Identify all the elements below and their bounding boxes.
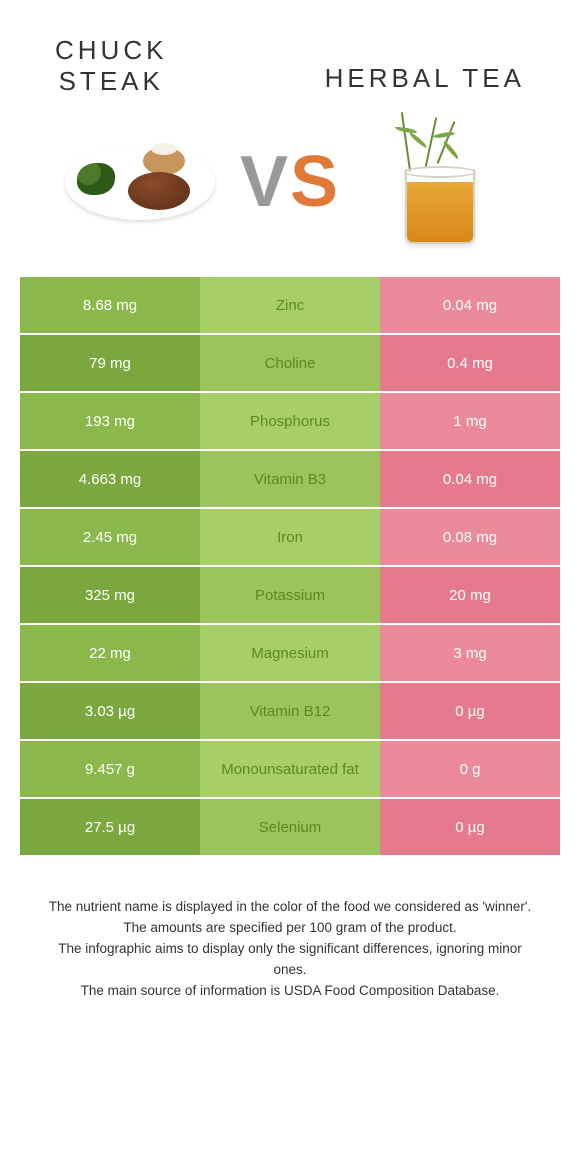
left-value: 325 mg: [20, 567, 200, 623]
table-row: 193 mgPhosphorus1 mg: [20, 393, 560, 449]
right-value: 0.04 mg: [380, 451, 560, 507]
right-value: 1 mg: [380, 393, 560, 449]
vs-row: VS: [0, 107, 580, 277]
right-value: 0.04 mg: [380, 277, 560, 333]
left-value: 4.663 mg: [20, 451, 200, 507]
table-row: 3.03 µgVitamin B120 µg: [20, 683, 560, 739]
right-value: 20 mg: [380, 567, 560, 623]
left-value: 27.5 µg: [20, 799, 200, 855]
table-row: 9.457 gMonounsaturated fat0 g: [20, 741, 560, 797]
nutrient-name: Iron: [200, 509, 380, 565]
nutrient-name: Phosphorus: [200, 393, 380, 449]
footer-line: The main source of information is USDA F…: [40, 981, 540, 1002]
tea-image: [360, 122, 520, 242]
right-value: 0 µg: [380, 683, 560, 739]
footer-line: The amounts are specified per 100 gram o…: [40, 918, 540, 939]
table-row: 2.45 mgIron0.08 mg: [20, 509, 560, 565]
nutrient-name: Vitamin B3: [200, 451, 380, 507]
table-row: 22 mgMagnesium3 mg: [20, 625, 560, 681]
nutrient-name: Selenium: [200, 799, 380, 855]
nutrient-name: Potassium: [200, 567, 380, 623]
left-value: 22 mg: [20, 625, 200, 681]
right-value: 0.08 mg: [380, 509, 560, 565]
right-food-title: HERBAL TEA: [325, 35, 525, 94]
nutrient-name: Vitamin B12: [200, 683, 380, 739]
left-value: 3.03 µg: [20, 683, 200, 739]
left-value: 2.45 mg: [20, 509, 200, 565]
table-row: 4.663 mgVitamin B30.04 mg: [20, 451, 560, 507]
nutrient-name: Monounsaturated fat: [200, 741, 380, 797]
footer-line: The infographic aims to display only the…: [40, 939, 540, 981]
left-value: 79 mg: [20, 335, 200, 391]
left-value: 9.457 g: [20, 741, 200, 797]
header: CHUCK STEAK HERBAL TEA: [0, 0, 580, 107]
nutrient-name: Choline: [200, 335, 380, 391]
vs-label: VS: [240, 141, 340, 223]
nutrient-name: Magnesium: [200, 625, 380, 681]
right-value: 0 µg: [380, 799, 560, 855]
table-row: 27.5 µgSelenium0 µg: [20, 799, 560, 855]
footer-notes: The nutrient name is displayed in the co…: [0, 857, 580, 1002]
left-value: 193 mg: [20, 393, 200, 449]
nutrient-name: Zinc: [200, 277, 380, 333]
table-row: 8.68 mgZinc0.04 mg: [20, 277, 560, 333]
nutrient-table: 8.68 mgZinc0.04 mg79 mgCholine0.4 mg193 …: [0, 277, 580, 855]
footer-line: The nutrient name is displayed in the co…: [40, 897, 540, 918]
left-food-title: CHUCK STEAK: [55, 35, 167, 97]
table-row: 325 mgPotassium20 mg: [20, 567, 560, 623]
right-value: 0.4 mg: [380, 335, 560, 391]
steak-image: [60, 122, 220, 242]
right-value: 0 g: [380, 741, 560, 797]
right-value: 3 mg: [380, 625, 560, 681]
table-row: 79 mgCholine0.4 mg: [20, 335, 560, 391]
left-value: 8.68 mg: [20, 277, 200, 333]
